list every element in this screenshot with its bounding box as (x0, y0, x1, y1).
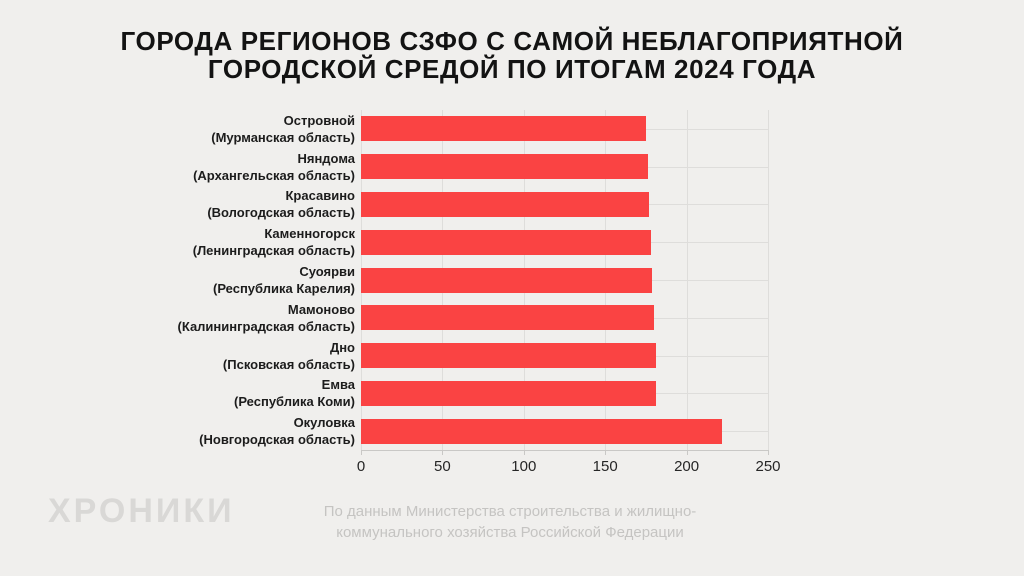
city-name: Каменногорск (264, 226, 355, 242)
category-label: Суоярви (Республика Карелия) (100, 263, 355, 297)
region-name: (Ленинградская область) (192, 243, 355, 259)
chart-title: ГОРОДА РЕГИОНОВ СЗФО С САМОЙ НЕБЛАГОПРИЯ… (0, 27, 1024, 83)
x-axis-tick-label: 250 (755, 458, 781, 475)
region-name: (Псковская область) (222, 356, 355, 372)
bar-Няндома (361, 154, 648, 180)
source-note-line1: По данным Министерства строительства и ж… (323, 503, 697, 520)
city-name: Островной (283, 112, 355, 128)
city-name: Окуловка (293, 415, 355, 431)
city-name: Емва (321, 377, 355, 393)
x-axis-tick-label: 50 (434, 458, 451, 475)
x-axis-tick (686, 450, 688, 455)
city-name: Суоярви (299, 264, 355, 279)
source-note: По данным Министерства строительства и ж… (285, 501, 735, 543)
bar-Островной (361, 116, 646, 142)
region-name: (Архангельская область) (193, 167, 355, 183)
bar-Красавино (361, 191, 650, 217)
category-label: Няндома (Архангельская область) (100, 150, 355, 184)
region-name: (Новгородская область) (199, 432, 355, 448)
region-name: (Вологодская область) (207, 205, 355, 221)
category-label: Каменногорск (Ленинградская область) (100, 225, 355, 259)
x-axis-tick (442, 450, 444, 455)
category-label: Островной (Мурманская область) (100, 112, 355, 146)
category-labels: Островной (Мурманская область) Няндома (Арх… (100, 110, 355, 450)
chart-title-line1: ГОРОДА РЕГИОНОВ СЗФО С САМОЙ НЕБЛАГОПРИЯ… (120, 26, 904, 56)
x-axis-line (361, 450, 768, 451)
x-axis-tick (523, 450, 525, 455)
category-label: Окуловка (Новгородская область) (100, 414, 355, 448)
category-label: Емва (Республика Коми) (100, 376, 355, 410)
x-axis-tick-label: 200 (674, 458, 700, 475)
category-label: Красавино (Вологодская область) (100, 187, 355, 221)
x-axis-tick (768, 450, 769, 455)
city-name: Красавино (285, 188, 355, 204)
source-note-line2: коммунального хозяйства Российской Федер… (336, 524, 684, 541)
x-axis-tick (605, 450, 607, 455)
chart-title-line2: ГОРОДСКОЙ СРЕДОЙ ПО ИТОГАМ 2024 ГОДА (207, 54, 817, 84)
x-axis-tick-label: 0 (356, 458, 366, 475)
city-name: Няндома (297, 150, 355, 166)
category-label: Мамоново (Калининградская область) (100, 301, 355, 335)
x-axis-tick-label: 100 (511, 458, 537, 475)
gridline-vertical (768, 110, 769, 450)
region-name: (Республика Коми) (234, 394, 355, 410)
plot-area: 0 50 100 150 200 250 (357, 110, 781, 475)
x-axis-tick-label: 150 (592, 458, 618, 475)
region-name: (Республика Карелия) (212, 281, 355, 296)
category-label: Дно (Псковская область) (100, 339, 355, 373)
bar-Суоярви (361, 267, 653, 293)
bar-Окуловка (361, 418, 723, 444)
city-name: Дно (329, 339, 355, 355)
bar-Каменногорск (361, 229, 651, 255)
bar-Дно (361, 343, 656, 369)
bar-Мамоново (361, 305, 655, 331)
region-name: (Мурманская область) (211, 129, 355, 145)
bar-Емва (361, 380, 656, 406)
x-axis-tick (361, 450, 362, 455)
city-name: Мамоново (287, 301, 355, 317)
region-name: (Калининградская область) (177, 318, 355, 334)
brand-logo: ХРОНИКИ (48, 492, 235, 530)
